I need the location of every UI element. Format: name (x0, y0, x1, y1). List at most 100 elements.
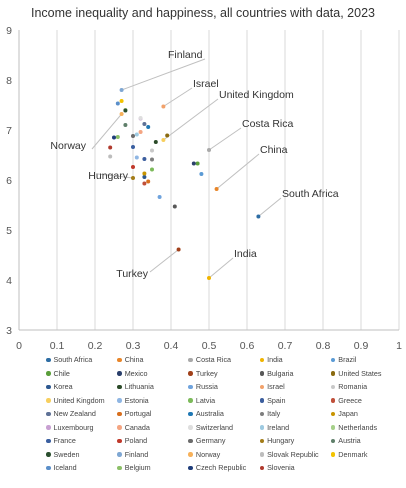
legend-label: Mexico (124, 368, 148, 378)
legend-item: Netherlands (330, 422, 402, 434)
data-point-united-states (165, 133, 170, 138)
legend-label: France (53, 436, 76, 446)
legend-label: Norway (195, 449, 221, 459)
legend-item: Finland (117, 449, 188, 461)
x-tick-label: 0.2 (88, 340, 103, 352)
y-tick-label: 4 (6, 275, 12, 287)
legend-swatch (117, 438, 122, 443)
data-point-iceland (115, 101, 120, 106)
x-tick-label: 1 (396, 340, 402, 352)
legend-swatch (46, 425, 51, 430)
legend-label: Greece (338, 395, 362, 405)
legend-swatch (46, 384, 51, 389)
legend-item: Chile (46, 368, 117, 380)
legend-swatch (117, 465, 122, 470)
legend-label: Chile (53, 368, 70, 378)
legend-label: China (124, 355, 144, 365)
annotation-label: United Kingdom (219, 89, 294, 101)
legend-item: United Kingdom (46, 395, 117, 407)
legend-label: Ireland (267, 422, 290, 432)
data-point-denmark (119, 99, 124, 103)
y-tick-label: 6 (6, 175, 12, 187)
legend-item: Germany (188, 435, 259, 447)
legend-label: Costa Rica (195, 355, 232, 365)
data-point-russia (157, 195, 162, 199)
legend-item: Austria (330, 435, 402, 447)
legend-label: Romania (338, 382, 368, 392)
legend-item: Slovenia (259, 462, 331, 474)
legend-item: Japan (330, 408, 402, 420)
data-point-mexico (191, 161, 196, 166)
x-tick-label: 0 (16, 340, 22, 352)
legend-label: Bulgaria (267, 368, 294, 378)
annotation-label: Costa Rica (242, 118, 294, 130)
annotation-label: Turkey (116, 268, 148, 280)
legend-label: Luxembourg (53, 422, 94, 432)
legend-swatch (117, 425, 122, 430)
legend-swatch (46, 371, 51, 376)
x-tick-label: 0.4 (164, 340, 179, 352)
legend-item: New Zealand (46, 408, 117, 420)
legend-label: New Zealand (53, 409, 96, 419)
legend-item: Spain (259, 395, 331, 407)
legend-label: Finland (124, 449, 149, 459)
legend-swatch (117, 398, 122, 403)
legend-label: Portugal (124, 409, 152, 419)
data-point-turkey (176, 247, 181, 252)
data-point-sweden (123, 108, 128, 113)
legend-label: United States (338, 368, 382, 378)
legend-label: India (267, 355, 283, 365)
legend-swatch (330, 438, 336, 443)
legend-label: Poland (124, 436, 148, 446)
legend-swatch (330, 357, 336, 362)
legend-label: Korea (53, 382, 73, 392)
data-point-germany (131, 134, 135, 138)
annotation-label: South Africa (282, 188, 339, 200)
data-point-italy (150, 157, 154, 162)
legend-item: Romania (330, 381, 402, 393)
legend-swatch (259, 425, 265, 430)
annotation-label: China (260, 144, 288, 156)
y-tick-label: 8 (6, 75, 12, 87)
legend-item: Latvia (188, 395, 259, 407)
annotation-leader-line (216, 153, 260, 190)
legend-swatch (259, 398, 265, 403)
data-point-estonia (134, 155, 139, 160)
legend-item: Korea (46, 381, 117, 393)
data-point-china (214, 187, 219, 191)
legend-swatch (188, 411, 193, 416)
legend-swatch (117, 371, 122, 376)
data-point-bulgaria (172, 204, 177, 209)
legend-swatch (330, 384, 336, 389)
legend-item: Portugal (117, 408, 188, 420)
legend-item: Canada (117, 422, 188, 434)
legend-label: Israel (267, 382, 285, 392)
legend-item: China (117, 354, 188, 366)
legend-swatch (259, 411, 265, 416)
legend-swatch (117, 411, 122, 416)
legend-label: Brazil (338, 355, 357, 365)
data-point-australia (146, 125, 151, 129)
legend-item: United States (330, 368, 402, 380)
legend-swatch (259, 465, 265, 470)
x-tick-label: 0.5 (202, 340, 217, 352)
data-point-austria (123, 123, 128, 127)
x-tick-label: 0.9 (354, 340, 369, 352)
legend-swatch (46, 438, 51, 443)
data-point-portugal (146, 179, 151, 184)
legend-swatch (117, 357, 122, 362)
annotation-leader-line (121, 58, 206, 91)
data-point-france (131, 145, 135, 149)
legend-swatch (188, 398, 193, 403)
y-tick-label: 3 (6, 325, 12, 337)
legend-item: Czech Republic (188, 462, 259, 474)
x-tick-label: 0.3 (126, 340, 141, 352)
annotation-leader-line (91, 113, 122, 150)
data-point-belgium (115, 135, 120, 139)
legend-label: Australia (195, 409, 224, 419)
legend-item: France (46, 435, 117, 447)
data-point-spain (142, 157, 147, 161)
legend-label: Japan (338, 409, 358, 419)
legend-item: Luxembourg (46, 422, 117, 434)
legend-swatch (330, 452, 336, 457)
